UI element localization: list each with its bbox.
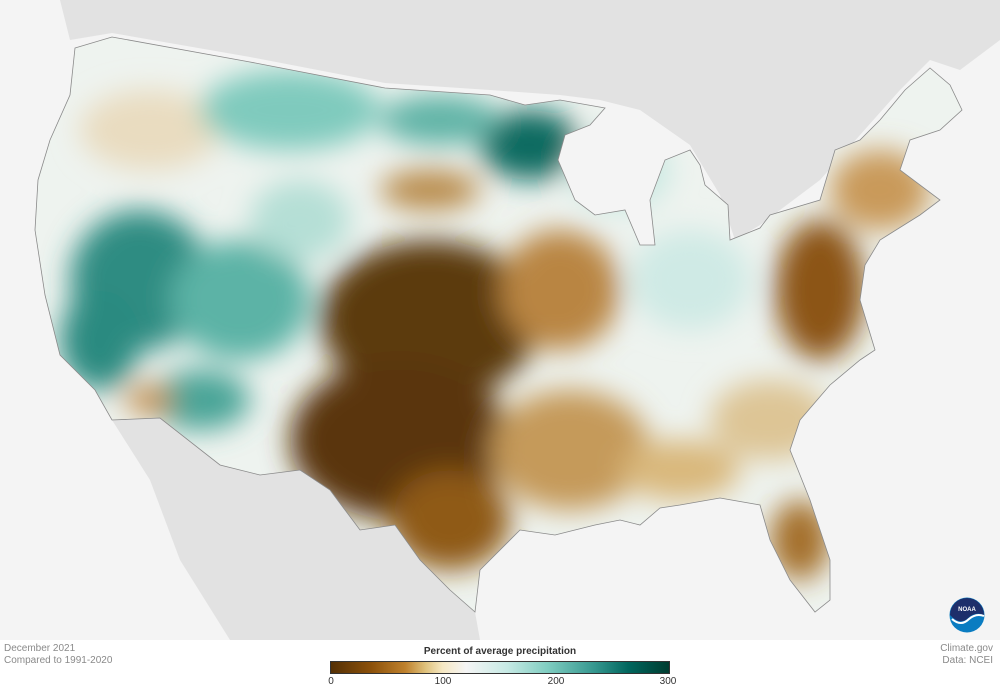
legend-color-bar <box>330 661 670 674</box>
precipitation-map <box>0 0 1000 640</box>
date-label: December 2021 <box>4 643 76 654</box>
noaa-logo-icon: NOAA <box>949 597 985 633</box>
logo-text: NOAA <box>958 607 976 613</box>
legend-tick: 0 <box>328 676 334 687</box>
map-caption: December 2021 Compared to 1991-2020 <box>4 643 112 667</box>
legend-tick: 100 <box>434 676 452 687</box>
mexico-landmass <box>112 418 480 640</box>
legend-tick: 200 <box>547 676 565 687</box>
source-label: Climate.gov <box>940 643 993 654</box>
baseline-label: Compared to 1991-2020 <box>4 655 113 666</box>
data-source-label: Data: NCEI <box>942 655 993 666</box>
credits: Climate.gov Data: NCEI <box>940 643 993 667</box>
canada-landmass <box>60 0 1000 240</box>
legend-tick: 300 <box>659 676 677 687</box>
legend-title: Percent of average precipitation <box>423 646 577 657</box>
